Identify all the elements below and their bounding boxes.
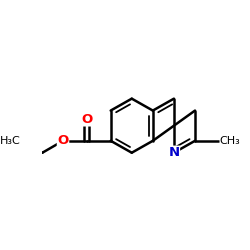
Text: H₃C: H₃C <box>0 136 21 146</box>
Text: N: N <box>168 146 179 159</box>
Text: O: O <box>58 134 69 147</box>
Text: CH₃: CH₃ <box>220 136 240 146</box>
Text: O: O <box>81 113 92 126</box>
